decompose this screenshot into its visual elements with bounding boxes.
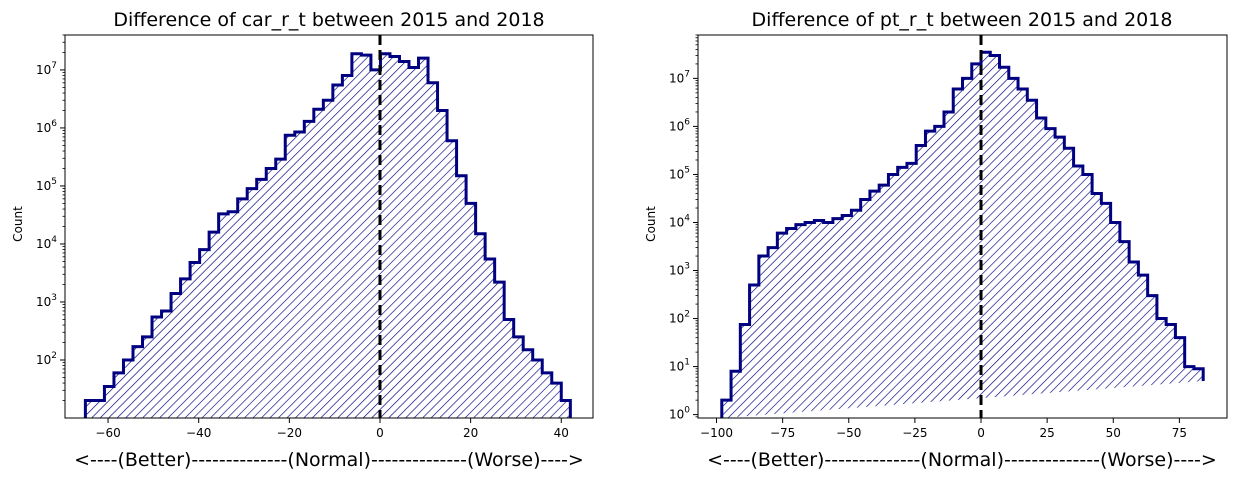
y-axis-label: Count — [644, 206, 658, 242]
x-axis-label: <----(Better)--------------(Normal)-----… — [707, 449, 1217, 471]
chart-pt: Difference of pt_r_t between 2015 and 20… — [644, 9, 1228, 471]
chart-title: Difference of pt_r_t between 2015 and 20… — [752, 9, 1173, 31]
x-tick-label: −60 — [95, 426, 120, 440]
histogram-step-line — [83, 52, 572, 418]
x-tick-label: 50 — [1106, 426, 1121, 440]
x-tick-label: 0 — [376, 426, 384, 440]
x-tick-label: −40 — [186, 426, 211, 440]
x-tick-label: 40 — [554, 426, 569, 440]
plot-frame — [697, 34, 1228, 419]
x-axis-label: <----(Better)--------------(Normal)-----… — [74, 449, 584, 471]
y-tick-label: 103 — [36, 293, 57, 309]
x-tick-label: 20 — [463, 426, 478, 440]
y-tick-label: 106 — [669, 117, 690, 133]
y-tick-label: 102 — [36, 351, 57, 367]
x-tick-label: 75 — [1172, 426, 1187, 440]
plot-area: −100 −75 −50 −25 0 25 50 75 100 101 102 103 104 105 10… — [669, 34, 1228, 440]
y-tick-label: 105 — [36, 177, 57, 193]
y-tick-label: 106 — [36, 119, 57, 135]
y-tick-label: 105 — [669, 165, 690, 181]
chart-car: Difference of car_r_t between 2015 and 2… — [11, 9, 594, 471]
x-tick-label: −50 — [836, 426, 861, 440]
chart-title: Difference of car_r_t between 2015 and 2… — [113, 9, 544, 31]
y-tick-label: 104 — [36, 235, 57, 251]
histogram-fill — [721, 52, 1204, 418]
y-tick-label: 104 — [669, 213, 690, 229]
x-tick-label: −20 — [277, 426, 302, 440]
x-tick-label: −75 — [770, 426, 795, 440]
y-tick-label: 100 — [669, 406, 690, 422]
y-axis-label: Count — [11, 206, 25, 242]
y-tick-label: 101 — [669, 358, 690, 374]
x-tick-label: 0 — [977, 426, 985, 440]
y-tick-label: 107 — [36, 61, 57, 77]
x-tick-label: 25 — [1039, 426, 1054, 440]
y-tick-label: 103 — [669, 262, 690, 278]
histogram-fill — [85, 53, 571, 418]
y-tick-label: 102 — [669, 310, 690, 326]
histogram-bars — [720, 50, 1205, 418]
histogram-bars — [83, 52, 572, 418]
x-tick-label: −100 — [700, 426, 733, 440]
histogram-step-line — [720, 50, 1205, 418]
x-tick-label: −25 — [902, 426, 927, 440]
y-tick-label: 107 — [669, 69, 690, 85]
plot-area: −60 −40 −20 0 20 40 102 103 104 105 106 107 — [36, 34, 594, 440]
